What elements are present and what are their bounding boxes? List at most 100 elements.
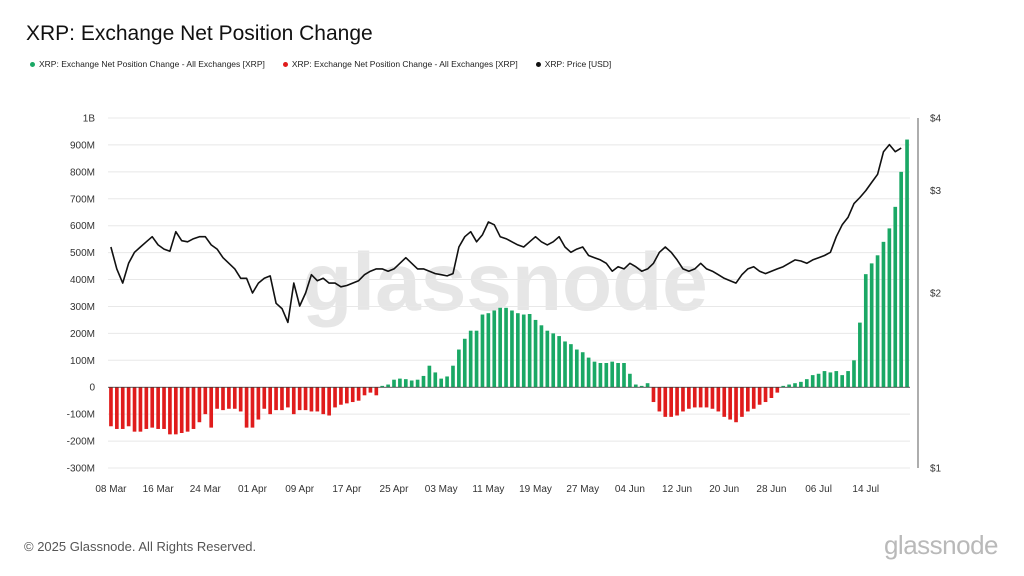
bar: [740, 387, 744, 417]
bar: [297, 387, 302, 411]
bar: [598, 363, 603, 388]
bar: [185, 387, 190, 432]
bar: [457, 349, 461, 388]
bar: [321, 387, 326, 415]
bar: [356, 387, 361, 401]
bar: [604, 363, 609, 388]
bar: [881, 241, 886, 388]
y-tick-label: -100M: [67, 410, 95, 421]
legend-dot-green-icon: [30, 61, 35, 67]
bar: [209, 387, 214, 428]
bar: [657, 387, 662, 412]
x-tick-label: 12 Jun: [662, 484, 692, 495]
y-tick-label: 500M: [70, 248, 95, 259]
legend-label-price: XRP: Price [USD]: [544, 59, 612, 69]
bar: [386, 384, 390, 388]
bar: [368, 387, 373, 393]
bar: [516, 313, 520, 388]
legend-label-positive: XRP: Exchange Net Position Change - All …: [39, 59, 265, 69]
x-tick-label: 14 Jul: [852, 484, 879, 495]
legend-dot-red-icon: [282, 61, 288, 67]
bar: [734, 387, 738, 423]
bar: [592, 361, 597, 388]
bar: [286, 387, 290, 408]
bar: [622, 363, 626, 388]
bar: [468, 330, 473, 388]
bar: [793, 383, 797, 388]
x-tick-label: 20 Jun: [709, 484, 739, 495]
x-tick-label: 16 Mar: [143, 484, 175, 495]
bar: [315, 387, 320, 412]
bar: [256, 387, 261, 420]
bar: [651, 387, 656, 403]
bar: [716, 387, 721, 412]
bar: [445, 376, 449, 388]
bar: [238, 387, 243, 412]
bar: [333, 387, 337, 408]
bar: [669, 387, 673, 417]
bar: [126, 387, 131, 427]
bar: [392, 379, 396, 388]
net-position-bars: [109, 139, 909, 435]
bar: [869, 263, 874, 388]
legend-item-price[interactable]: XRP: Price [USD]: [535, 59, 612, 69]
y2-tick-label: $1: [930, 464, 942, 475]
x-tick-label: 06 Jul: [805, 484, 832, 495]
bar: [215, 387, 219, 409]
bar: [569, 344, 573, 388]
bar: [539, 325, 544, 388]
y-tick-label: 800M: [70, 167, 95, 178]
y-tick-label: 400M: [70, 275, 95, 286]
bar: [115, 387, 119, 429]
bar: [751, 387, 756, 409]
bar: [557, 336, 561, 388]
y2-tick-label: $4: [930, 114, 942, 125]
x-tick-label: 25 Apr: [380, 484, 410, 495]
bar: [863, 274, 868, 388]
bar: [144, 387, 149, 429]
bar: [810, 375, 815, 388]
price-line: [110, 143, 902, 324]
bar: [227, 387, 231, 409]
x-tick-label: 09 Apr: [285, 484, 315, 495]
x-tick-label: 01 Apr: [238, 484, 268, 495]
bar: [875, 255, 880, 388]
bar: [486, 313, 491, 388]
bar: [303, 387, 308, 411]
legend-item-positive[interactable]: XRP: Exchange Net Position Change - All …: [30, 59, 265, 69]
bar: [168, 387, 172, 435]
bar: [415, 379, 420, 388]
x-tick-label: 24 Mar: [190, 484, 222, 495]
bar: [757, 387, 762, 405]
bar: [822, 371, 827, 388]
bar: [345, 387, 349, 404]
bar: [132, 387, 137, 432]
bar: [633, 384, 638, 388]
bar: [350, 387, 355, 403]
y-tick-label: 700M: [70, 194, 95, 205]
bar: [905, 139, 909, 388]
y-tick-label: 300M: [70, 302, 95, 313]
bar: [628, 373, 632, 388]
bar: [250, 387, 255, 428]
bar: [362, 387, 367, 396]
y-axis-left: 1B 900M 800M 700M 600M 500M 400M 300M 200M 100M 0 -…: [67, 114, 96, 475]
y-tick-label: 100M: [70, 356, 95, 367]
bar: [197, 387, 202, 423]
bar: [645, 383, 650, 388]
x-tick-label: 11 May: [472, 484, 504, 495]
y-tick-label: 1B: [83, 114, 96, 125]
bar: [763, 387, 768, 403]
x-axis: 08 Mar 16 Mar 24 Mar 01 Apr 09 Apr 17 Apr 25 A…: [95, 484, 879, 495]
x-tick-label: 28 Jun: [756, 484, 786, 495]
bar: [681, 387, 685, 412]
bar: [374, 387, 379, 396]
bar: [692, 387, 697, 408]
glassnode-logo[interactable]: glassnode: [883, 530, 999, 560]
bar: [162, 387, 166, 429]
y-tick-label: 0: [89, 383, 95, 394]
legend-item-negative[interactable]: XRP: Exchange Net Position Change - All …: [282, 59, 518, 69]
bar: [274, 387, 278, 411]
bar: [527, 314, 532, 388]
bar: [787, 384, 791, 388]
